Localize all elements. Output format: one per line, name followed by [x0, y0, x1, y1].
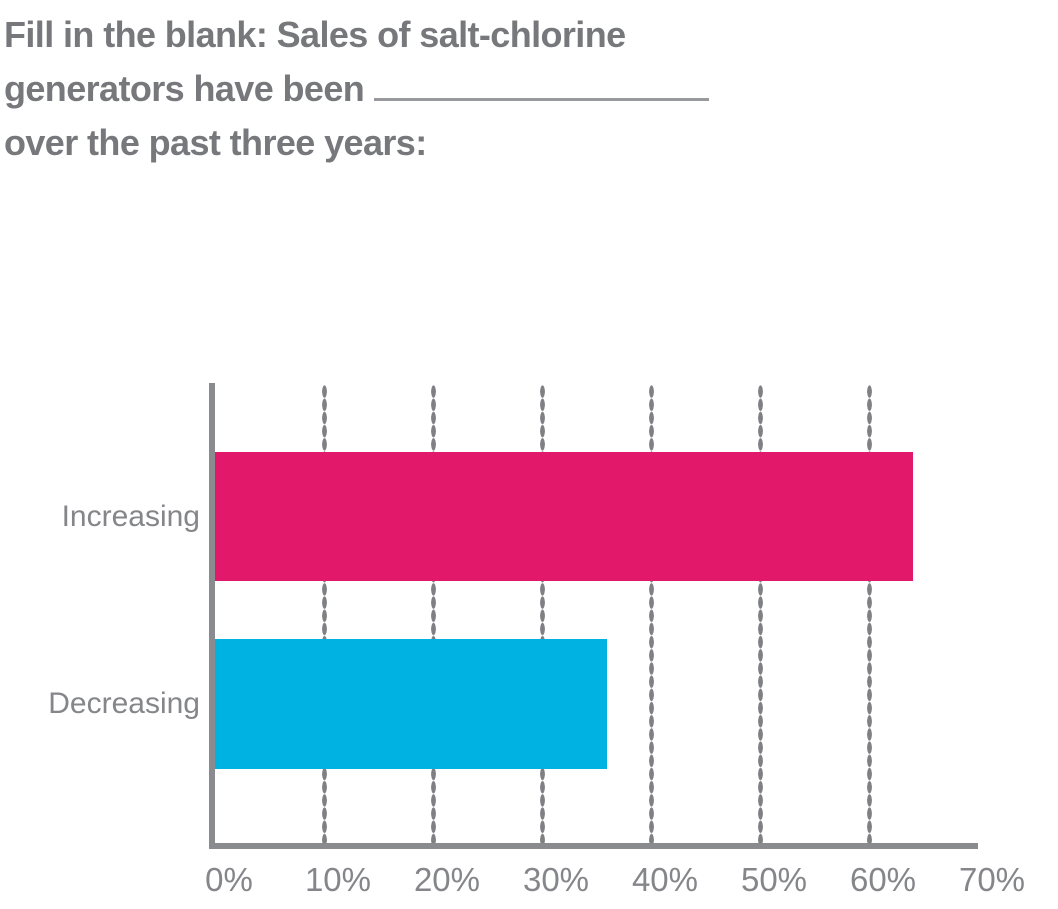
bar-decreasing — [215, 639, 608, 769]
gridline-10pct — [321, 385, 327, 843]
x-tick-label-60pct: 60% — [849, 861, 917, 898]
fill-in-blank-line — [374, 71, 710, 101]
x-axis-tick-labels: 0% 10% 20% 30% 40% 50% 60% 70% — [205, 861, 1025, 903]
chart-title: Fill in the blank: Sales of salt-chlorin… — [4, 8, 710, 170]
category-labels: Increasing Decreasing — [0, 383, 200, 843]
bar-increasing — [215, 452, 913, 581]
x-tick-label-30pct: 30% — [522, 861, 590, 898]
plot-area — [209, 383, 978, 849]
x-tick-label-0pct: 0% — [205, 861, 253, 898]
gridline-20pct — [430, 385, 436, 843]
x-tick-label-70pct: 70% — [958, 861, 1026, 898]
x-tick-label-10pct: 10% — [304, 861, 372, 898]
x-tick-label-50pct: 50% — [740, 861, 808, 898]
chart-title-line-2: generators have been — [4, 62, 710, 116]
gridline-60pct — [866, 385, 872, 843]
x-axis-line — [209, 843, 978, 849]
category-label-increasing: Increasing — [61, 499, 200, 533]
chart-title-line-1: Fill in the blank: Sales of salt-chlorin… — [4, 14, 626, 55]
x-tick-label-20pct: 20% — [413, 861, 481, 898]
gridline-40pct — [648, 385, 654, 843]
y-axis-line — [209, 383, 215, 849]
gridline-50pct — [757, 385, 763, 843]
gridline-30pct — [539, 385, 545, 843]
category-label-decreasing: Decreasing — [48, 687, 200, 720]
x-tick-label-40pct: 40% — [631, 861, 699, 898]
chart-title-line-3: over the past three years: — [4, 122, 427, 163]
